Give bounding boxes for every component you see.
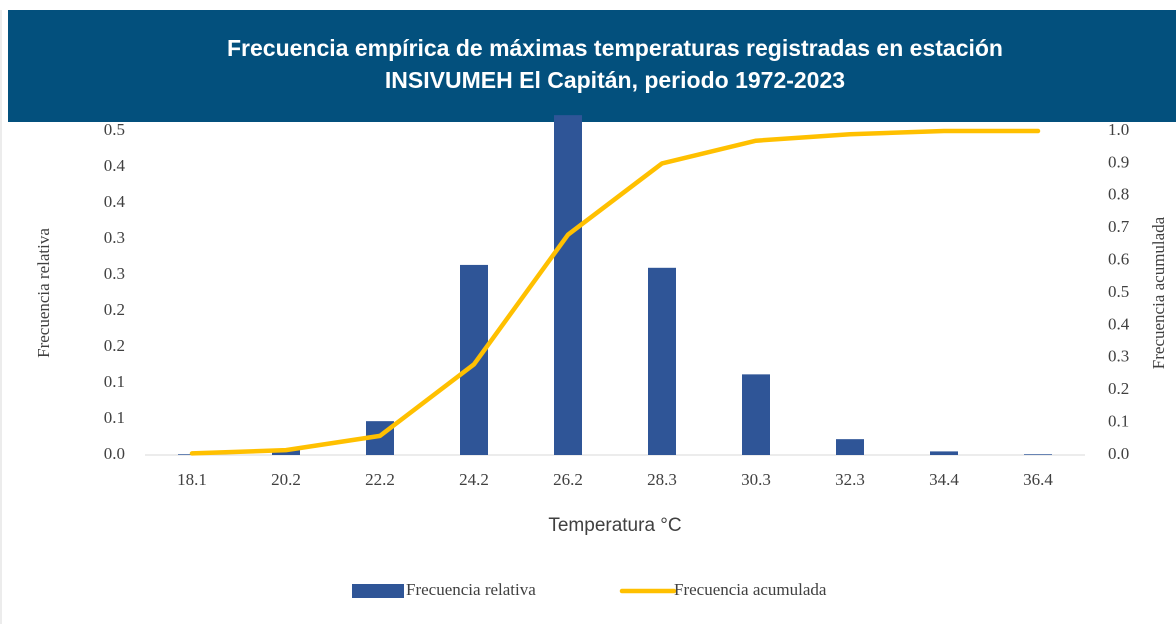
y2-tick-label: 0.8 xyxy=(1108,185,1129,204)
y-tick-label: 0.3 xyxy=(104,264,125,283)
y-tick-label: 0.5 xyxy=(104,120,125,139)
y2-tick-label: 0.6 xyxy=(1108,250,1129,269)
y2-tick-label: 0.5 xyxy=(1108,282,1129,301)
y-tick-label: 0.3 xyxy=(104,228,125,247)
y2-axis-label: Frecuencia acumulada xyxy=(1149,216,1168,369)
x-tick-label: 22.2 xyxy=(365,470,395,489)
y-tick-label: 0.1 xyxy=(104,408,125,427)
bar xyxy=(836,439,864,455)
y2-tick-label: 0.4 xyxy=(1108,314,1130,333)
y-axis-label: Frecuencia relativa xyxy=(34,228,53,358)
legend-swatch xyxy=(352,584,404,598)
y-tick-label: 0.4 xyxy=(104,192,126,211)
bar xyxy=(648,267,676,455)
y2-tick-label: 0.0 xyxy=(1108,444,1129,463)
x-tick-label: 24.2 xyxy=(459,470,489,489)
y2-tick-label: 0.3 xyxy=(1108,347,1129,366)
chart-title: Frecuencia empírica de máximas temperatu… xyxy=(227,35,1003,61)
x-tick-label: 20.2 xyxy=(271,470,301,489)
y2-tick-label: 0.1 xyxy=(1108,412,1129,431)
y2-tick-label: 0.2 xyxy=(1108,379,1129,398)
bar xyxy=(742,374,770,455)
bar xyxy=(554,115,582,455)
y2-tick-label: 1.0 xyxy=(1108,120,1129,139)
line xyxy=(189,128,1041,456)
x-tick-label: 36.4 xyxy=(1023,470,1053,489)
bar xyxy=(460,264,488,455)
y-tick-label: 0.2 xyxy=(104,300,125,319)
y2-tick-label: 0.9 xyxy=(1108,152,1129,171)
x-tick-label: 32.3 xyxy=(835,470,865,489)
chart-title: INSIVUMEH El Capitán, periodo 1972-2023 xyxy=(385,67,845,93)
x-axis-label: Temperatura °C xyxy=(548,515,681,536)
y-tick-label: 0.4 xyxy=(104,156,126,175)
y-tick-label: 0.1 xyxy=(104,372,125,391)
x-tick-label: 18.1 xyxy=(177,470,207,489)
bar xyxy=(1024,454,1052,455)
x-tick-label: 28.3 xyxy=(647,470,677,489)
legend-label: Frecuencia acumulada xyxy=(674,580,827,599)
x-tick-label: 26.2 xyxy=(553,470,583,489)
header xyxy=(8,10,1176,122)
y-tick-label: 0.2 xyxy=(104,336,125,355)
legend-label: Frecuencia relativa xyxy=(406,580,536,599)
bar xyxy=(930,451,958,455)
x-tick-label: 30.3 xyxy=(741,470,771,489)
x-tick-label: 34.4 xyxy=(929,470,959,489)
y-tick-label: 0.0 xyxy=(104,444,125,463)
y2-tick-label: 0.7 xyxy=(1108,217,1130,236)
